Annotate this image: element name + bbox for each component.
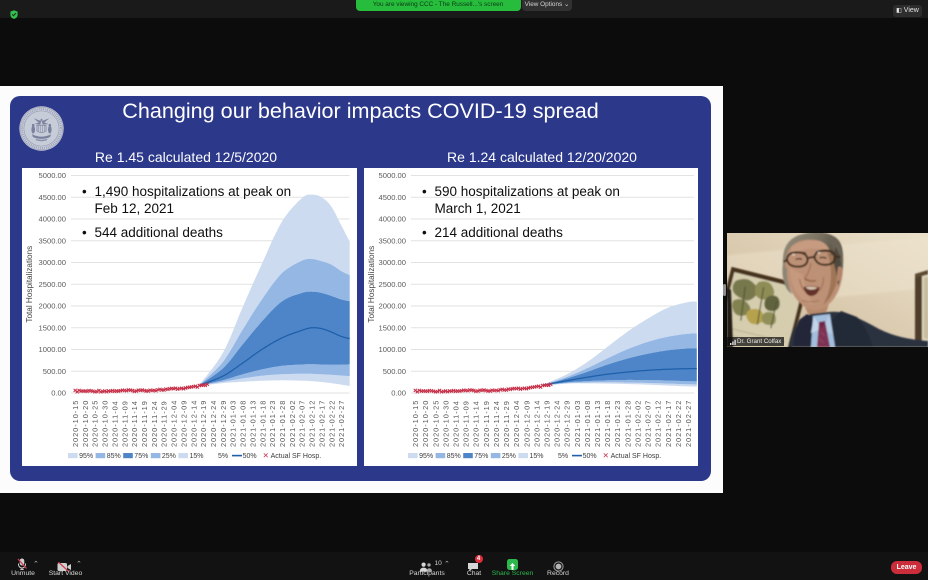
svg-text:2021-01-03: 2021-01-03 — [229, 400, 238, 447]
svg-text:1500.00: 1500.00 — [379, 323, 406, 332]
svg-text:2500.00: 2500.00 — [379, 280, 406, 289]
svg-text:2021-01-18: 2021-01-18 — [603, 400, 612, 447]
svg-text:2021-02-12: 2021-02-12 — [308, 400, 317, 447]
svg-text:3000.00: 3000.00 — [379, 258, 406, 267]
svg-text:2020-12-14: 2020-12-14 — [532, 400, 541, 447]
svg-text:2020-12-19: 2020-12-19 — [199, 400, 208, 447]
svg-text:2021-01-23: 2021-01-23 — [268, 400, 277, 447]
svg-text:2021-01-18: 2021-01-18 — [258, 400, 267, 447]
svg-text:2020-10-30: 2020-10-30 — [441, 400, 450, 447]
svg-text:2021-01-13: 2021-01-13 — [593, 400, 602, 447]
svg-text:2020-12-04: 2020-12-04 — [170, 400, 179, 447]
svg-text:95%: 95% — [79, 453, 93, 460]
svg-text:2021-02-27: 2021-02-27 — [684, 400, 693, 447]
svg-text:2020-12-29: 2020-12-29 — [219, 400, 228, 447]
svg-text:500.00: 500.00 — [383, 367, 406, 376]
svg-text:3500.00: 3500.00 — [379, 236, 406, 245]
svg-text:2020-11-24: 2020-11-24 — [492, 400, 501, 447]
svg-text:2020-11-19: 2020-11-19 — [140, 400, 149, 447]
svg-text:500.00: 500.00 — [43, 367, 66, 376]
svg-text:2021-02-02: 2021-02-02 — [288, 400, 297, 447]
svg-text:2021-02-12: 2021-02-12 — [654, 400, 663, 447]
svg-text:25%: 25% — [502, 453, 516, 460]
svg-text:1000.00: 1000.00 — [39, 345, 66, 354]
svg-text:15%: 15% — [530, 453, 544, 460]
svg-text:5000.00: 5000.00 — [39, 171, 66, 180]
svg-text:2021-02-07: 2021-02-07 — [644, 400, 653, 447]
svg-text:✕: ✕ — [603, 451, 609, 460]
svg-text:5%: 5% — [558, 453, 568, 460]
svg-text:2000.00: 2000.00 — [379, 302, 406, 311]
svg-text:2020-11-09: 2020-11-09 — [462, 400, 471, 447]
svg-text:3000.00: 3000.00 — [39, 258, 66, 267]
svg-text:2020-12-19: 2020-12-19 — [543, 400, 552, 447]
svg-text:2020-11-04: 2020-11-04 — [110, 400, 119, 447]
svg-text:2020-11-29: 2020-11-29 — [502, 400, 511, 447]
svg-text:2021-02-22: 2021-02-22 — [674, 400, 683, 447]
svg-text:0.00: 0.00 — [51, 389, 66, 398]
svg-text:75%: 75% — [134, 453, 148, 460]
svg-text:1500.00: 1500.00 — [39, 323, 66, 332]
svg-text:50%: 50% — [583, 453, 597, 460]
svg-text:2020-10-25: 2020-10-25 — [91, 400, 100, 447]
svg-text:95%: 95% — [419, 453, 433, 460]
svg-text:2020-11-14: 2020-11-14 — [472, 400, 481, 447]
svg-text:2000.00: 2000.00 — [39, 302, 66, 311]
svg-text:5000.00: 5000.00 — [379, 171, 406, 180]
svg-text:4500.00: 4500.00 — [39, 193, 66, 202]
svg-text:2021-01-13: 2021-01-13 — [248, 400, 257, 447]
svg-text:2500.00: 2500.00 — [39, 280, 66, 289]
svg-text:2020-10-30: 2020-10-30 — [101, 400, 110, 447]
svg-text:50%: 50% — [243, 453, 257, 460]
svg-text:2021-02-07: 2021-02-07 — [298, 400, 307, 447]
svg-text:2020-11-24: 2020-11-24 — [150, 400, 159, 447]
svg-text:4500.00: 4500.00 — [379, 193, 406, 202]
svg-text:Total Hospitalizations: Total Hospitalizations — [25, 246, 34, 323]
svg-text:1000.00: 1000.00 — [379, 345, 406, 354]
svg-text:2021-01-08: 2021-01-08 — [239, 400, 248, 447]
svg-text:2021-02-17: 2021-02-17 — [317, 400, 326, 447]
svg-text:2020-10-15: 2020-10-15 — [71, 400, 80, 447]
svg-text:2020-12-09: 2020-12-09 — [179, 400, 188, 447]
svg-text:15%: 15% — [190, 453, 204, 460]
svg-text:4000.00: 4000.00 — [39, 215, 66, 224]
svg-text:2021-02-27: 2021-02-27 — [337, 400, 346, 447]
svg-text:75%: 75% — [474, 453, 488, 460]
svg-text:2020-10-15: 2020-10-15 — [411, 400, 420, 447]
svg-text:2021-01-28: 2021-01-28 — [278, 400, 287, 447]
svg-text:2020-11-29: 2020-11-29 — [160, 400, 169, 447]
svg-text:Actual SF Hosp.: Actual SF Hosp. — [271, 453, 322, 460]
svg-text:2021-01-23: 2021-01-23 — [613, 400, 622, 447]
svg-text:2021-01-03: 2021-01-03 — [573, 400, 582, 447]
svg-text:2021-01-08: 2021-01-08 — [583, 400, 592, 447]
svg-text:2020-10-20: 2020-10-20 — [421, 400, 430, 447]
svg-text:2020-11-14: 2020-11-14 — [130, 400, 139, 447]
svg-text:Total Hospitalizations: Total Hospitalizations — [367, 246, 376, 323]
svg-text:25%: 25% — [162, 453, 176, 460]
svg-text:5%: 5% — [218, 453, 228, 460]
svg-text:2020-12-14: 2020-12-14 — [189, 400, 198, 447]
svg-text:85%: 85% — [447, 453, 461, 460]
svg-text:4000.00: 4000.00 — [379, 215, 406, 224]
svg-text:0.00: 0.00 — [391, 389, 406, 398]
svg-text:2020-11-19: 2020-11-19 — [482, 400, 491, 447]
svg-text:2020-11-04: 2020-11-04 — [452, 400, 461, 447]
svg-text:2021-02-17: 2021-02-17 — [664, 400, 673, 447]
svg-text:2021-01-28: 2021-01-28 — [623, 400, 632, 447]
svg-text:Actual SF Hosp.: Actual SF Hosp. — [611, 453, 662, 460]
svg-text:2021-02-22: 2021-02-22 — [327, 400, 336, 447]
svg-text:2020-10-25: 2020-10-25 — [431, 400, 440, 447]
svg-text:85%: 85% — [107, 453, 121, 460]
svg-text:2020-12-24: 2020-12-24 — [209, 400, 218, 447]
svg-text:2020-10-20: 2020-10-20 — [81, 400, 90, 447]
svg-text:2020-11-09: 2020-11-09 — [120, 400, 129, 447]
svg-text:2020-12-24: 2020-12-24 — [553, 400, 562, 447]
svg-text:2020-12-09: 2020-12-09 — [522, 400, 531, 447]
svg-text:2020-12-29: 2020-12-29 — [563, 400, 572, 447]
svg-text:2020-12-04: 2020-12-04 — [512, 400, 521, 447]
svg-text:2021-02-02: 2021-02-02 — [634, 400, 643, 447]
svg-text:✕: ✕ — [263, 451, 269, 460]
svg-text:3500.00: 3500.00 — [39, 236, 66, 245]
